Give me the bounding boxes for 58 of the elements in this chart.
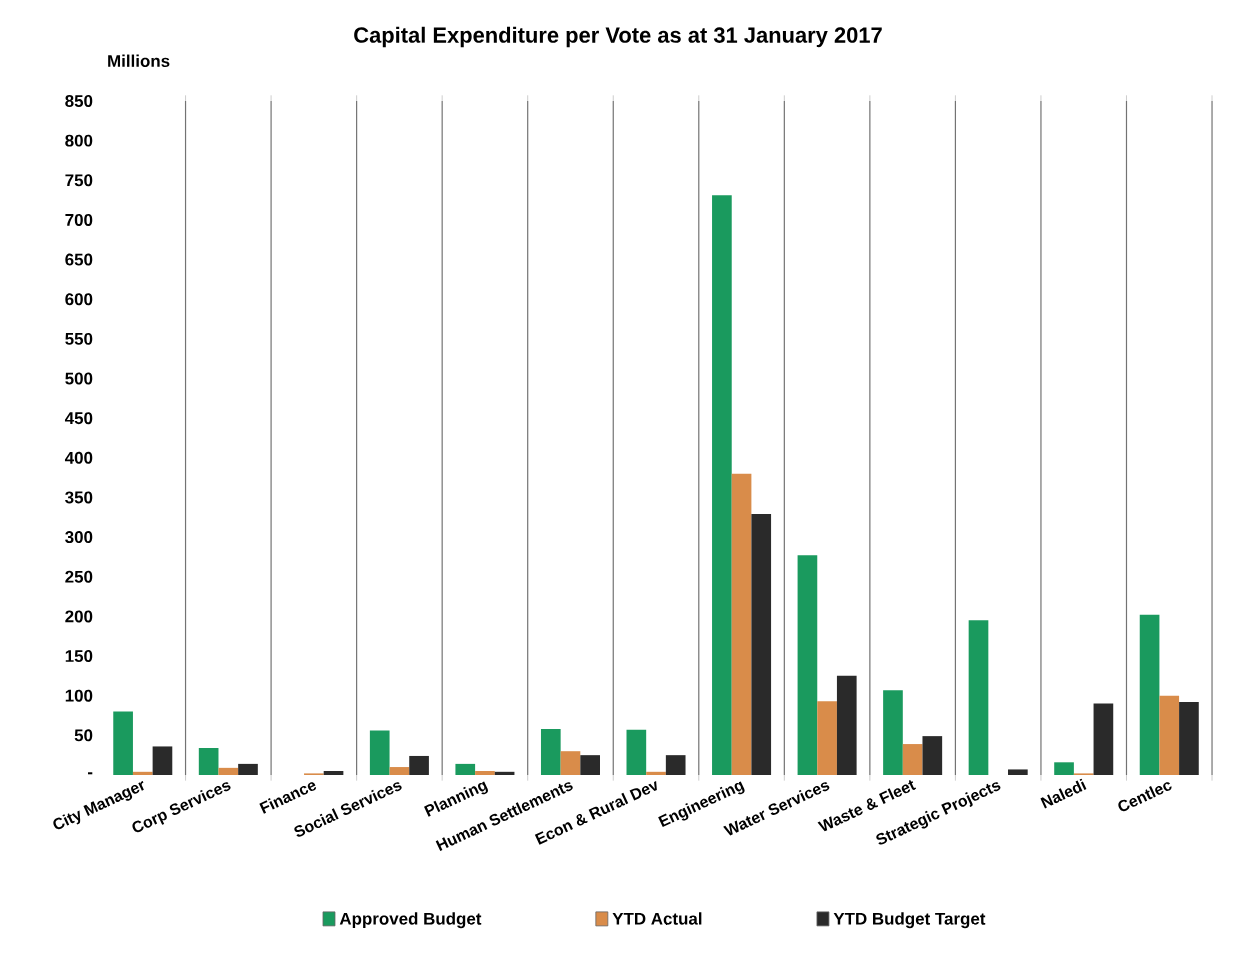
- y-tick-label: 250: [65, 570, 93, 583]
- bar: [626, 729, 647, 775]
- y-axis-title: Millions: [108, 54, 170, 67]
- y-tick-label: -: [87, 772, 93, 775]
- bar: [817, 701, 837, 775]
- bar: [1008, 769, 1028, 775]
- bar: [1139, 614, 1160, 775]
- y-tick-label: 350: [65, 491, 93, 504]
- bar: [922, 736, 943, 775]
- bar: [494, 771, 515, 775]
- y-tick-label: 800: [65, 134, 93, 147]
- bar: [580, 755, 600, 775]
- y-tick-label: 450: [64, 412, 93, 425]
- y-tick-label: 650: [65, 253, 93, 266]
- chart-title: Capital Expenditure per Vote as at 31 January 2017: [354, 26, 882, 48]
- bar: [751, 514, 772, 775]
- bar: [475, 771, 495, 775]
- legend-label: Approved Budget: [339, 912, 482, 929]
- bar: [1093, 703, 1114, 775]
- bar: [132, 771, 153, 775]
- bar: [152, 746, 173, 775]
- bar: [238, 763, 258, 775]
- bar: [323, 771, 344, 775]
- y-tick-label: 750: [65, 174, 93, 187]
- bar: [646, 771, 666, 775]
- bar: [369, 730, 390, 775]
- y-tick-label: 850: [65, 95, 93, 107]
- y-tick-label: 50: [74, 729, 93, 742]
- bar: [218, 767, 239, 775]
- y-tick-label: 700: [65, 213, 93, 226]
- bar: [883, 690, 903, 775]
- bar: [1054, 762, 1074, 775]
- bar: [389, 767, 410, 775]
- y-tick-label: 600: [65, 293, 93, 306]
- bar: [665, 755, 686, 775]
- bar: [1179, 702, 1199, 775]
- bar: [560, 751, 581, 775]
- bar: [902, 744, 923, 775]
- y-tick-label: 550: [65, 332, 93, 345]
- bar: [1159, 695, 1180, 775]
- bar: [712, 195, 732, 775]
- bar: [198, 748, 219, 775]
- y-tick-label: 200: [65, 610, 93, 623]
- y-tick-label: 300: [65, 531, 93, 544]
- bar: [540, 729, 561, 775]
- y-tick-label: 500: [65, 372, 93, 385]
- bar: [409, 755, 429, 775]
- y-tick-label: 150: [65, 650, 93, 663]
- bar: [455, 763, 476, 775]
- bar: [113, 711, 133, 775]
- bar: [836, 675, 857, 775]
- y-tick-label: 100: [65, 689, 93, 702]
- legend-label: YTD Actual: [612, 912, 702, 925]
- bar: [731, 473, 752, 775]
- y-tick-label: 400: [64, 451, 93, 464]
- bar: [968, 620, 989, 775]
- legend-label: YTD Budget Target: [833, 912, 986, 929]
- bar: [797, 555, 818, 775]
